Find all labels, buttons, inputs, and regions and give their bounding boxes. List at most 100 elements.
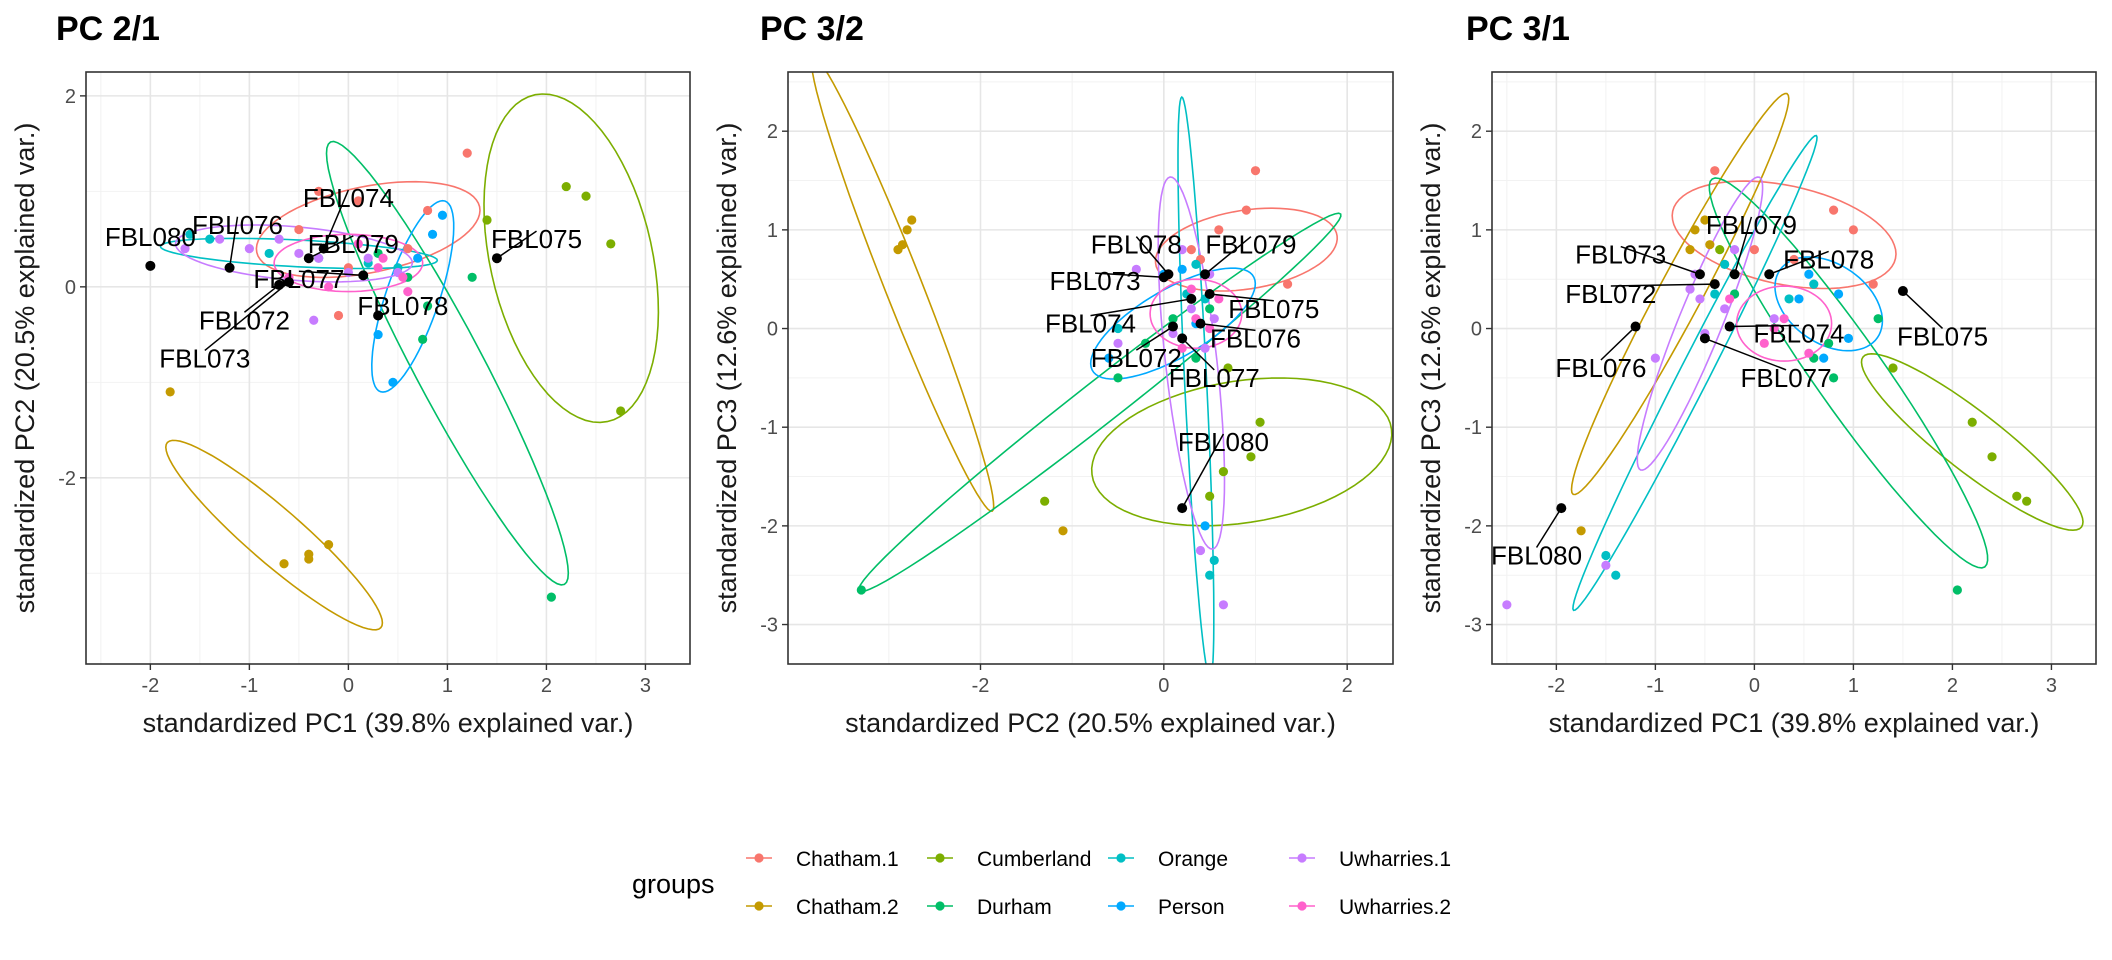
labeled-point-fbl076	[1630, 321, 1641, 332]
panel-pc-3-2: FBL078 FBL079 FBL073 FBL075 FBL074 FBL076 FBL0…	[712, 10, 1394, 738]
data-point	[1685, 284, 1695, 294]
point-label-fbl073: FBL073	[159, 343, 250, 373]
labeled-point-fbl077	[358, 270, 369, 281]
point-label-fbl077: FBL077	[1741, 363, 1832, 393]
data-point	[343, 267, 353, 278]
data-point	[1191, 259, 1201, 269]
legend-label: Chatham.1	[796, 848, 899, 871]
legend-key-point	[935, 901, 945, 911]
label-leader-line	[243, 284, 280, 313]
labeled-point-fbl080	[1177, 503, 1188, 514]
series-chatham-2	[165, 387, 334, 569]
x-tick-label: 1	[1848, 675, 1859, 697]
label-leader-line	[1610, 283, 1715, 287]
point-label-fbl073: FBL073	[1575, 240, 1666, 270]
data-point	[1725, 294, 1735, 304]
ellipse-cumberland	[1860, 352, 2084, 532]
data-point	[1104, 353, 1114, 363]
data-point	[378, 253, 388, 263]
y-tick-label: 1	[1471, 220, 1482, 242]
x-tick-label: -2	[141, 675, 159, 697]
labeled-point-fbl075	[1204, 289, 1215, 299]
point-label-fbl077: FBL077	[1169, 363, 1260, 393]
point-label-fbl072: FBL072	[199, 305, 290, 335]
data-point	[1690, 225, 1700, 235]
labeled-point-fbl073	[283, 277, 294, 288]
data-point	[1205, 304, 1215, 314]
data-point	[388, 377, 398, 387]
legend-label: Cumberland	[977, 848, 1091, 871]
data-point	[1040, 496, 1050, 506]
grid	[1492, 72, 2096, 664]
data-point	[1695, 294, 1705, 304]
data-point	[2012, 491, 2022, 501]
data-point	[1833, 289, 1844, 299]
data-point	[264, 248, 274, 259]
legend-label: Uwharries.1	[1339, 848, 1451, 871]
label-leader-line	[322, 189, 350, 249]
plot-content	[811, 72, 1393, 664]
labeled-point-fbl075	[1897, 286, 1908, 297]
data-point	[1223, 363, 1233, 373]
legend-item-chatham-2: Chatham.2	[746, 896, 899, 919]
x-tick-label: -2	[1547, 675, 1565, 697]
labeled-point-fbl072	[274, 279, 285, 290]
point-label-fbl079: FBL079	[308, 229, 399, 259]
ellipse-cumberland	[483, 93, 660, 424]
labeled-point-fbl078	[373, 310, 384, 321]
data-point	[1191, 353, 1201, 363]
x-tick-label: 0	[1158, 675, 1169, 697]
data-point	[893, 245, 903, 255]
legend-key-point	[754, 901, 764, 911]
series-uwharries-2	[284, 239, 413, 297]
label-leader-line	[298, 270, 364, 277]
data-point	[1888, 363, 1898, 373]
panel-title: PC 3/2	[760, 10, 864, 48]
legend-title: groups	[632, 869, 715, 899]
y-tick-label: 0	[1471, 319, 1482, 341]
y-axis-title: standardized PC2 (20.5% explained var.)	[10, 123, 40, 614]
data-point	[1246, 452, 1256, 462]
label-leader-line	[1095, 272, 1164, 278]
legend-item-uwharries-1: Uwharries.1	[1289, 848, 1451, 871]
data-point	[1729, 245, 1740, 255]
x-tick-label: 2	[1342, 675, 1353, 697]
point-label-fbl079: FBL079	[1706, 210, 1797, 240]
ellipse-person	[370, 199, 455, 393]
data-point	[1177, 343, 1187, 353]
data-point	[1177, 264, 1187, 274]
series-orange	[1601, 259, 1819, 580]
label-leader-line	[1204, 236, 1252, 275]
data-point	[1829, 205, 1839, 215]
ellipse-cumberland	[1090, 377, 1393, 527]
series-cumberland	[1715, 245, 2032, 506]
x-tick-label: -2	[972, 675, 990, 697]
labeled-point-fbl073	[1158, 272, 1169, 283]
data-point	[1843, 333, 1854, 343]
point-label-fbl074: FBL074	[1045, 309, 1136, 339]
data-point	[294, 248, 304, 259]
data-point	[1987, 452, 1997, 462]
data-point	[353, 239, 363, 249]
data-point	[581, 191, 591, 201]
series-chatham-2	[1576, 215, 1715, 536]
label-leader-line	[1135, 236, 1169, 275]
data-point	[294, 224, 304, 235]
data-point	[437, 210, 448, 220]
data-point	[1952, 585, 1962, 595]
labeled-point-fbl077	[1177, 333, 1188, 344]
y-tick-label: -3	[760, 615, 778, 637]
x-axis-title: standardized PC1 (39.8% explained var.)	[143, 708, 634, 738]
data-point	[274, 234, 284, 244]
data-point	[309, 315, 319, 325]
series-person	[1794, 269, 1854, 363]
label-leader-line	[1181, 337, 1215, 371]
data-point	[333, 310, 344, 321]
data-point	[856, 585, 866, 595]
data-point	[304, 554, 314, 564]
x-axis-title: standardized PC1 (39.8% explained var.)	[1549, 708, 2040, 738]
data-point	[398, 272, 408, 282]
legend-label: Chatham.2	[796, 896, 899, 919]
data-point	[423, 301, 433, 311]
data-point	[1131, 264, 1141, 274]
